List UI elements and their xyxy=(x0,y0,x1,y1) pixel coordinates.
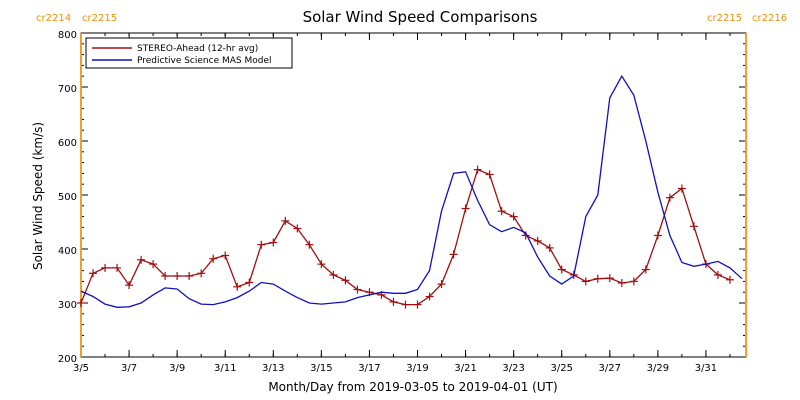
data-point xyxy=(689,222,698,231)
data-point xyxy=(665,193,674,202)
rotation-label-left: cr2215 xyxy=(707,13,742,24)
legend-box xyxy=(85,37,293,69)
axis-ticks: 200 300 400 500 600 700 800 3/5 3/7 3/9 3/11 3/13 3/… xyxy=(58,30,746,374)
data-point xyxy=(437,280,446,289)
data-point xyxy=(197,269,206,278)
x-tick-label: 3/7 xyxy=(121,363,137,374)
rotation-label-right: cr2215 xyxy=(82,13,117,24)
data-point xyxy=(233,282,242,291)
rotation-label-left: cr2214 xyxy=(36,13,71,24)
x-tick-label: 3/13 xyxy=(262,363,284,374)
rotation-labels: cr2214 cr2215 cr2215 cr2216 xyxy=(36,13,787,24)
x-tick-label: 3/5 xyxy=(73,363,89,374)
data-point xyxy=(713,270,722,279)
legend: STEREO-Ahead (12-hr avg) Predictive Scien… xyxy=(85,37,293,69)
legend-entry: STEREO-Ahead (12-hr avg) xyxy=(137,44,258,54)
data-point xyxy=(677,184,686,193)
data-point xyxy=(125,281,134,290)
x-tick-label: 3/23 xyxy=(502,363,524,374)
data-point xyxy=(221,251,230,260)
data-point xyxy=(401,300,410,309)
data-point xyxy=(77,299,85,307)
data-point xyxy=(581,277,590,286)
series-line-0 xyxy=(80,168,731,306)
y-tick-label: 700 xyxy=(58,84,77,95)
x-tick-label: 3/17 xyxy=(358,363,380,374)
data-point xyxy=(257,240,266,249)
data-point xyxy=(341,276,350,285)
rotation-label-right: cr2216 xyxy=(752,13,787,24)
data-point xyxy=(425,292,434,301)
x-tick-label: 3/29 xyxy=(647,363,669,374)
data-point xyxy=(89,269,98,278)
data-point xyxy=(113,263,122,272)
data-point xyxy=(533,236,542,245)
data-point xyxy=(281,216,290,225)
data-point xyxy=(269,238,278,247)
x-tick-label: 3/25 xyxy=(550,363,572,374)
y-tick-label: 400 xyxy=(58,246,77,257)
data-point xyxy=(209,254,218,263)
x-tick-label: 3/21 xyxy=(454,363,476,374)
data-point xyxy=(305,240,314,249)
data-point xyxy=(101,263,110,272)
x-tick-label: 3/9 xyxy=(169,363,185,374)
plot-frame xyxy=(80,32,747,358)
data-point xyxy=(449,250,458,259)
x-tick-label: 3/11 xyxy=(214,363,236,374)
data-point xyxy=(653,231,662,240)
series-line-1 xyxy=(80,74,743,308)
data-point xyxy=(497,207,506,216)
chart-title: Solar Wind Speed Comparisons xyxy=(303,8,538,26)
data-point xyxy=(329,270,338,279)
y-tick-label: 500 xyxy=(58,192,77,203)
x-axis-label: Month/Day from 2019-03-05 to 2019-04-01 … xyxy=(268,380,557,394)
data-point xyxy=(137,255,146,264)
legend-entry: Predictive Science MAS Model xyxy=(137,56,272,66)
data-point xyxy=(485,170,494,179)
data-point xyxy=(293,224,302,233)
data-point xyxy=(389,297,398,306)
x-tick-label: 3/19 xyxy=(406,363,428,374)
data-point xyxy=(185,272,194,280)
data-point xyxy=(593,274,602,283)
y-tick-label: 300 xyxy=(58,300,77,311)
data-point xyxy=(605,274,614,283)
data-point xyxy=(353,285,362,294)
series-lines xyxy=(77,74,743,309)
data-point xyxy=(245,278,254,287)
y-axis-label: Solar Wind Speed (km/s) xyxy=(31,122,45,270)
data-point xyxy=(725,275,734,284)
data-point xyxy=(545,243,554,252)
y-tick-label: 200 xyxy=(58,354,77,365)
x-tick-label: 3/31 xyxy=(695,363,717,374)
data-point xyxy=(509,212,518,221)
data-point xyxy=(149,260,158,269)
data-point xyxy=(617,279,626,288)
data-point xyxy=(161,272,170,280)
data-point xyxy=(413,300,422,309)
data-point xyxy=(461,204,470,213)
data-point xyxy=(317,260,326,269)
data-point xyxy=(557,265,566,274)
y-tick-label: 600 xyxy=(58,138,77,149)
data-point xyxy=(173,272,182,280)
x-tick-label: 3/15 xyxy=(310,363,332,374)
data-point xyxy=(473,165,482,174)
y-tick-label: 800 xyxy=(58,30,77,41)
data-point xyxy=(629,277,638,286)
rotation-markers xyxy=(80,33,747,357)
x-tick-label: 3/27 xyxy=(599,363,621,374)
data-point xyxy=(641,265,650,274)
